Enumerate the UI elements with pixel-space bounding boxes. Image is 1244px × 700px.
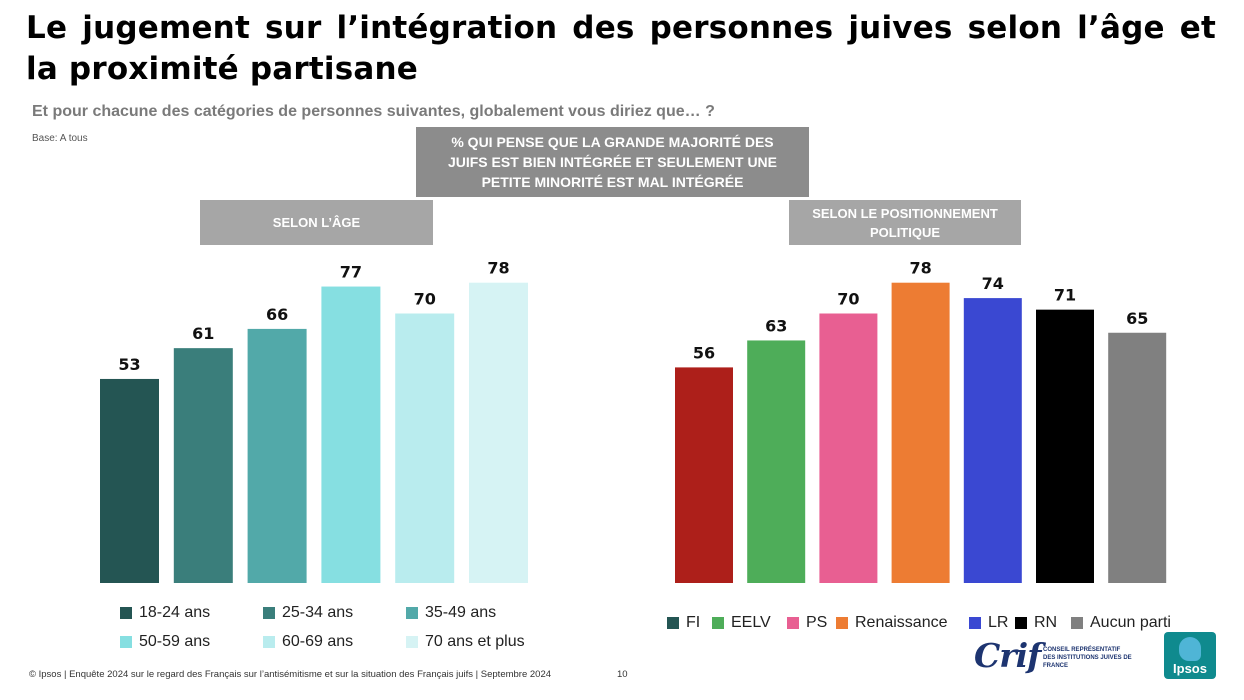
- party-legend-item-0-swatch: [667, 617, 679, 629]
- age-legend-item-1: 25-34 ans: [263, 604, 353, 622]
- footer-source: © Ipsos | Enquête 2024 sur le regard des…: [29, 669, 552, 680]
- age-legend-item-3: 50-59 ans: [120, 633, 210, 651]
- party-bar-2: [819, 313, 878, 583]
- age-legend-item-5-label: 70 ans et plus: [425, 633, 525, 650]
- party-value-label-5: 71: [1054, 286, 1076, 305]
- party-bar-5: [1036, 309, 1094, 583]
- party-value-label-6: 65: [1126, 309, 1148, 328]
- age-value-label-4: 70: [414, 290, 436, 309]
- crif-sub-line-1: CONSEIL REPRÉSENTATIF: [1043, 647, 1121, 653]
- party-legend-item-5: RN: [1015, 614, 1057, 632]
- party-value-label-0: 56: [693, 343, 715, 362]
- age-bar-1: [173, 348, 233, 583]
- party-value-label-1: 63: [765, 316, 787, 335]
- survey-question: Et pour chacune des catégories de person…: [32, 103, 715, 120]
- age-value-label-3: 77: [340, 263, 362, 282]
- party-legend-item-6: Aucun parti: [1071, 614, 1171, 632]
- age-legend-item-1-swatch: [263, 607, 275, 619]
- party-legend-item-6-label: Aucun parti: [1090, 614, 1171, 631]
- age-legend-item-3-swatch: [120, 636, 132, 648]
- metric-header-text: % QUI PENSE QUE LA GRANDE MAJORITÉ DES J…: [447, 134, 778, 190]
- age-legend-item-0-label: 18-24 ans: [139, 604, 211, 621]
- page-number: 10: [617, 669, 628, 680]
- crif-logo: Crif CONSEIL REPRÉSENTATIF DES INSTITUTI…: [974, 636, 1154, 676]
- party-legend-item-2: PS: [787, 614, 827, 632]
- ipsos-logo: Ipsos: [1164, 632, 1216, 679]
- crif-logo-subtitle: CONSEIL REPRÉSENTATIF DES INSTITUTIONS J…: [1043, 646, 1154, 670]
- age-bar-3: [321, 286, 381, 583]
- age-legend-item-0: 18-24 ans: [120, 604, 210, 622]
- party-legend-item-2-label: PS: [806, 614, 828, 631]
- party-legend-item-5-swatch: [1015, 617, 1027, 629]
- party-bar-3: [891, 282, 950, 583]
- age-section-label: SELON L’ÂGE: [272, 215, 361, 230]
- ipsos-logo-text: Ipsos: [1173, 661, 1207, 676]
- party-legend-item-0-label: FI: [686, 614, 701, 631]
- age-legend-item-4-swatch: [263, 636, 275, 648]
- age-legend-item-3-label: 50-59 ans: [139, 633, 211, 650]
- party-legend-item-6-swatch: [1071, 617, 1083, 629]
- party-legend-item-3: Renaissance: [836, 614, 948, 632]
- age-value-label-2: 66: [266, 305, 288, 324]
- party-legend-item-5-label: RN: [1034, 614, 1058, 631]
- age-legend-item-0-swatch: [120, 607, 132, 619]
- party-legend-item-4-swatch: [969, 617, 981, 629]
- age-section-box: SELON L’ÂGE: [200, 200, 433, 245]
- age-legend-item-4-label: 60-69 ans: [282, 633, 354, 650]
- age-legend-item-2-label: 35-49 ans: [425, 604, 497, 621]
- party-legend-item-2-swatch: [787, 617, 799, 629]
- age-legend-item-1-label: 25-34 ans: [282, 604, 354, 621]
- party-legend-item-4: LR: [969, 614, 1008, 632]
- crif-sub-line-2: DES INSTITUTIONS JUIVES DE FRANCE: [1043, 655, 1132, 669]
- age-bar-5: [469, 282, 528, 583]
- age-legend-item-5: 70 ans et plus: [406, 633, 525, 651]
- party-legend-item-1-swatch: [712, 617, 724, 629]
- party-legend-item-3-label: Renaissance: [855, 614, 948, 631]
- age-value-label-5: 78: [487, 259, 509, 278]
- party-section-label: SELON LE POSITIONNEMENT POLITIQUE: [812, 205, 998, 240]
- party-legend-item-0: FI: [667, 614, 700, 632]
- party-bar-1: [747, 340, 806, 583]
- age-bar-0: [100, 378, 159, 583]
- age-bar-4: [395, 313, 455, 583]
- metric-header-box: % QUI PENSE QUE LA GRANDE MAJORITÉ DES J…: [416, 127, 809, 197]
- party-bar-4: [963, 298, 1022, 583]
- age-legend-item-4: 60-69 ans: [263, 633, 353, 651]
- age-value-label-1: 61: [192, 324, 214, 343]
- party-legend-item-3-swatch: [836, 617, 848, 629]
- party-value-label-4: 74: [982, 274, 1004, 293]
- age-legend-item-2: 35-49 ans: [406, 604, 496, 622]
- party-value-label-2: 70: [837, 290, 859, 309]
- page-title: Le jugement sur l’intégration des person…: [26, 10, 1216, 87]
- party-legend-item-1-label: EELV: [731, 614, 771, 631]
- crif-logo-word: Crif: [974, 636, 1041, 675]
- ipsos-head-icon: [1179, 637, 1201, 661]
- party-section-box: SELON LE POSITIONNEMENT POLITIQUE: [789, 200, 1021, 245]
- party-value-label-3: 78: [909, 259, 931, 278]
- age-legend-item-2-swatch: [406, 607, 418, 619]
- party-legend-item-1: EELV: [712, 614, 771, 632]
- age-bar-2: [247, 328, 307, 583]
- party-bar-6: [1108, 332, 1167, 583]
- party-legend-item-4-label: LR: [988, 614, 1009, 631]
- party-bar-0: [675, 367, 733, 583]
- age-value-label-0: 53: [118, 355, 140, 374]
- age-legend-item-5-swatch: [406, 636, 418, 648]
- base-note: Base: A tous: [32, 133, 88, 144]
